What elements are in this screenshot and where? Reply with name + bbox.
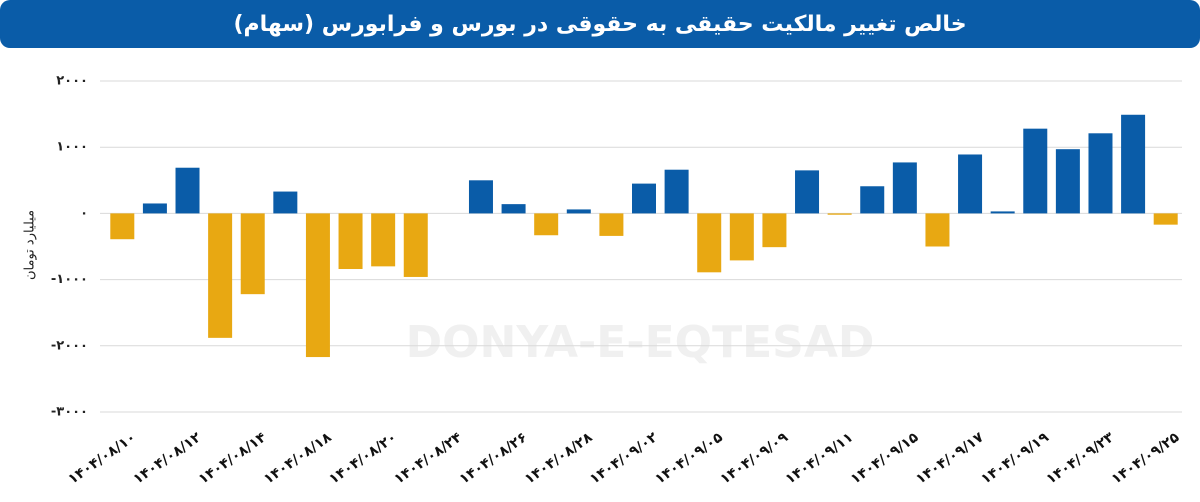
x-tick-label: ۱۴۰۴/۰۸/۱۰ <box>65 429 139 487</box>
x-tick-label: ۱۴۰۴/۰۸/۲۴ <box>391 429 465 487</box>
bar <box>175 167 200 214</box>
bar <box>827 213 852 215</box>
x-tick-label: ۱۴۰۴/۰۹/۱۹ <box>978 429 1052 487</box>
y-axis-label: میلیارد تومان <box>23 210 38 280</box>
x-tick-label: ۱۴۰۴/۰۸/۲۰ <box>326 429 400 487</box>
bar <box>142 203 167 214</box>
x-tick-label: ۱۴۰۴/۰۸/۲۸ <box>522 429 596 487</box>
x-tick-label: ۱۴۰۴/۰۹/۰۲ <box>587 429 661 487</box>
bar <box>240 213 265 295</box>
bar <box>1088 133 1113 214</box>
bar <box>925 213 950 247</box>
chart-title: خالص تغییر مالکیت حقیقی به حقوقی در بورس… <box>233 12 966 37</box>
y-tick-label: -۳۰۰۰ <box>51 405 88 420</box>
x-tick-label: ۱۴۰۴/۰۸/۱۸ <box>261 429 335 487</box>
bar <box>468 180 493 214</box>
bar <box>305 213 330 358</box>
bar <box>371 213 396 267</box>
bar <box>273 191 298 214</box>
bar <box>110 213 135 240</box>
bar <box>697 213 722 273</box>
bar <box>1121 114 1146 214</box>
bar <box>729 213 754 261</box>
bar <box>664 169 689 214</box>
bar <box>860 186 885 214</box>
x-tick-label: ۱۴۰۴/۰۸/۱۲ <box>131 429 205 487</box>
x-tick-label: ۱۴۰۴/۰۸/۱۴ <box>196 429 270 487</box>
bar <box>566 209 591 214</box>
bar <box>990 211 1015 214</box>
bar <box>501 204 526 214</box>
bar <box>338 213 363 270</box>
x-tick-label: ۱۴۰۴/۰۹/۱۱ <box>783 429 857 487</box>
x-tick-label: ۱۴۰۴/۰۸/۲۶ <box>457 429 531 487</box>
x-tick-label: ۱۴۰۴/۰۹/۰۵ <box>652 429 726 487</box>
bar <box>762 213 787 248</box>
y-tick-label: ۲۰۰۰ <box>56 74 88 89</box>
x-tick-label: ۱۴۰۴/۰۹/۲۵ <box>1109 429 1183 487</box>
bar <box>632 183 656 214</box>
bar <box>403 213 428 277</box>
bar <box>599 213 624 236</box>
bar <box>958 154 983 214</box>
watermark: DONYA-E-EQTESAD <box>406 317 875 368</box>
y-tick-label: -۲۰۰۰ <box>51 338 88 353</box>
x-tick-label: ۱۴۰۴/۰۹/۱۷ <box>913 429 987 487</box>
x-tick-label: ۱۴۰۴/۰۹/۰۹ <box>717 429 791 487</box>
bar <box>795 170 820 214</box>
y-tick-label: ۱۰۰۰ <box>56 140 88 155</box>
y-tick-label: ۰ <box>80 206 88 221</box>
y-tick-label: -۱۰۰۰ <box>51 272 88 287</box>
bar <box>1055 149 1080 214</box>
bar <box>892 162 917 214</box>
x-tick-label: ۱۴۰۴/۰۹/۲۳ <box>1044 429 1118 487</box>
bar <box>1153 213 1178 225</box>
title-banner <box>0 0 1200 48</box>
x-tick-label: ۱۴۰۴/۰۹/۱۵ <box>848 429 922 487</box>
bar <box>1023 128 1048 214</box>
bar <box>534 213 559 236</box>
bar <box>208 213 233 338</box>
